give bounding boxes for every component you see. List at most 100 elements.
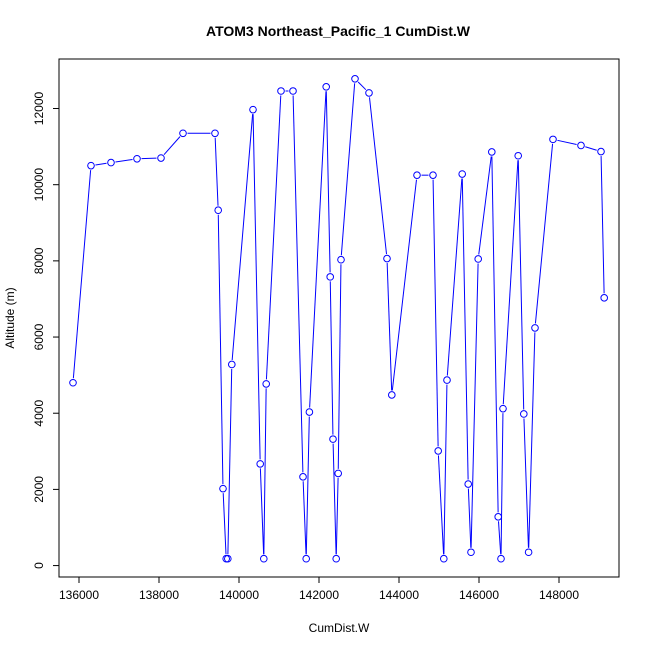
series-line-segment	[305, 416, 310, 555]
series-line-segment	[335, 477, 339, 555]
series-line-segment	[95, 162, 107, 166]
series-line-segment	[340, 83, 356, 256]
series-line-segment	[437, 455, 445, 555]
data-point	[69, 378, 77, 387]
series-line-segment	[386, 263, 393, 391]
data-point	[440, 554, 448, 563]
x-tick-label: 136000	[59, 588, 99, 602]
series-line-segment	[231, 114, 254, 361]
series-line-segment	[446, 178, 463, 376]
series-line-segment	[491, 156, 499, 513]
series-line-segment	[467, 488, 472, 548]
x-axis: 136000 138000 140000 142000 144000 146000 1480…	[59, 576, 579, 602]
data-point	[133, 154, 141, 163]
data-point	[429, 171, 437, 179]
series-line-segment	[325, 91, 331, 273]
data-point	[474, 255, 483, 263]
data-point	[494, 513, 503, 521]
data-point	[107, 158, 115, 167]
data-point	[443, 376, 451, 384]
x-tick-label: 140000	[219, 588, 259, 602]
data-point	[299, 473, 307, 481]
series-line-segment	[432, 179, 439, 447]
data-point	[249, 105, 257, 114]
data-point	[305, 408, 314, 416]
series-line-segment	[329, 281, 334, 435]
data-point	[499, 404, 507, 413]
data-point	[549, 135, 557, 144]
y-tick-label: 0	[32, 562, 46, 569]
data-point	[413, 171, 421, 179]
y-tick-label: 8000	[32, 247, 46, 274]
series-line-segment	[461, 178, 469, 480]
series-line-segment	[214, 137, 219, 206]
x-tick-label: 146000	[459, 588, 499, 602]
series-line-segment	[600, 156, 605, 294]
series-line-segment	[337, 264, 342, 469]
data-point	[157, 154, 165, 162]
data-point	[351, 75, 359, 83]
data-point	[531, 324, 539, 332]
series-line-segment	[252, 114, 261, 460]
series-line-segment	[309, 91, 327, 408]
data-point	[600, 294, 609, 302]
data-point	[302, 554, 311, 563]
series-line-segment	[259, 468, 265, 555]
data-point	[332, 554, 341, 563]
data-point	[388, 391, 396, 399]
data-point	[326, 273, 335, 281]
series-line-segment	[292, 95, 304, 473]
x-tick-label: 148000	[539, 588, 579, 602]
data-point	[464, 480, 473, 488]
x-tick-label: 138000	[139, 588, 179, 602]
data-point	[524, 548, 533, 557]
series-line-segment	[115, 158, 133, 163]
data-point	[383, 254, 391, 263]
data-point	[597, 147, 605, 156]
series-line-segment	[528, 332, 536, 548]
series-line-segment	[302, 481, 307, 555]
data-point	[488, 148, 496, 156]
data-point	[329, 435, 337, 443]
y-axis: 0 2000 4000 6000 8000 10000 12000	[32, 92, 60, 569]
y-tick-label: 12000	[32, 92, 46, 126]
series-line-segment	[443, 384, 448, 555]
data-point	[514, 151, 523, 160]
series-line-segment	[502, 160, 519, 405]
series-line-segment	[72, 170, 92, 379]
series-line-segment	[585, 146, 597, 151]
data-point	[224, 554, 232, 563]
data-point	[260, 554, 268, 563]
series-line-segment	[368, 97, 388, 255]
series-line-segment	[227, 368, 233, 555]
series-line-segment	[517, 160, 525, 410]
series-line-segment	[332, 443, 337, 555]
series-line-segment	[500, 413, 504, 555]
x-axis-label: CumDist.W	[309, 621, 370, 635]
x-tick-label: 144000	[379, 588, 419, 602]
series-layer	[69, 75, 609, 563]
data-point	[520, 410, 528, 418]
y-tick-label: 6000	[32, 323, 46, 350]
series-line-segment	[357, 81, 367, 91]
data-point	[211, 129, 219, 138]
data-point	[497, 554, 505, 563]
chart-title: ATOM3 Northeast_Pacific_1 CumDist.W	[206, 23, 471, 39]
series-line-segment	[222, 493, 227, 555]
data-point	[458, 170, 467, 178]
series-line-segment	[534, 143, 554, 324]
series-line-segment	[263, 388, 267, 555]
series-line-segment	[557, 139, 577, 145]
data-point	[277, 87, 285, 95]
y-axis-label: Altitude (m)	[3, 287, 17, 348]
data-point	[219, 484, 227, 493]
data-point	[467, 548, 475, 557]
data-point	[179, 129, 187, 138]
data-point	[262, 380, 271, 388]
series-line-segment	[470, 263, 479, 548]
x-tick-label: 142000	[299, 588, 339, 602]
data-point	[365, 89, 373, 97]
data-point	[289, 87, 297, 95]
